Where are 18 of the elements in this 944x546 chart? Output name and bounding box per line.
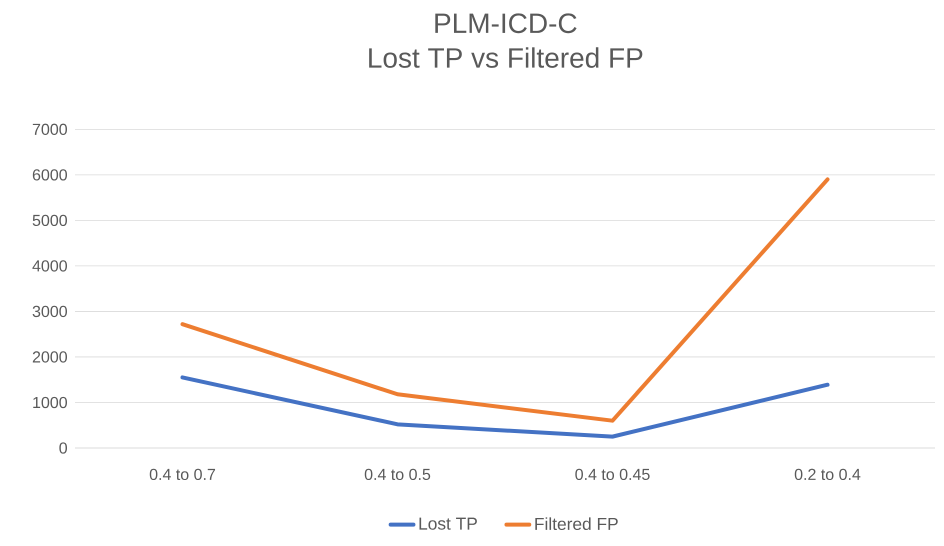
x-tick-label: 0.4 to 0.5 xyxy=(364,468,430,480)
chart-title: PLM-ICD-C xyxy=(435,13,577,34)
line-series xyxy=(180,177,830,423)
x-tick-label: 0.4 to 0.7 xyxy=(150,468,216,480)
legend-label: Lost TP xyxy=(420,518,477,530)
y-tick-label: 5000 xyxy=(32,214,67,226)
y-tick-label: 7000 xyxy=(32,124,67,135)
y-tick-label: 3000 xyxy=(32,306,67,318)
legend-label: Filtered FP xyxy=(535,517,618,530)
y-tick-label: 0 xyxy=(59,442,68,454)
chart-subtitle: Lost TP vs Filtered FP xyxy=(369,47,642,68)
y-tick-label: 1000 xyxy=(33,396,67,408)
y-tick-label: 2000 xyxy=(32,351,67,363)
y-tick-label: 4000 xyxy=(32,260,67,272)
x-tick-label: 0.4 to 0.45 xyxy=(575,468,650,480)
x-tick-label: 0.2 to 0.4 xyxy=(794,468,860,480)
line-series xyxy=(180,375,830,439)
y-tick-label: 6000 xyxy=(32,169,67,181)
